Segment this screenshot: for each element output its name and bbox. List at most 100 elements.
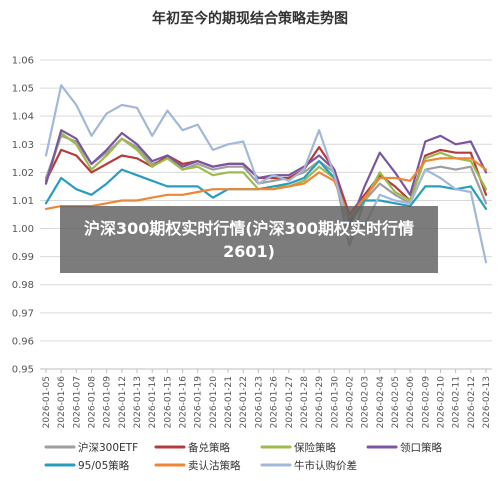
data-point — [394, 171, 396, 174]
x-tick-label: 2026-01-26 — [270, 376, 280, 429]
data-point — [211, 165, 214, 168]
x-tick-label: 2026-01-08 — [88, 376, 98, 429]
data-point — [60, 177, 63, 179]
data-point — [227, 163, 229, 165]
data-point — [136, 148, 138, 151]
data-point — [303, 179, 305, 182]
data-point — [75, 104, 78, 106]
data-point — [242, 188, 245, 191]
y-tick-label: 1.01 — [12, 196, 34, 207]
data-point — [136, 143, 138, 146]
data-point — [485, 193, 487, 196]
data-point — [60, 148, 63, 151]
chart-title: 年初至今的期现结合策略走势图 — [152, 10, 348, 27]
y-tick-label: 1.05 — [12, 84, 34, 95]
data-point — [166, 109, 169, 112]
data-point — [90, 171, 93, 174]
data-point — [454, 143, 457, 146]
x-tick-label: 2026-01-29 — [315, 376, 325, 429]
data-point — [75, 137, 78, 140]
legend-label: 领口策略 — [400, 441, 442, 454]
data-point — [272, 179, 275, 182]
data-point — [242, 165, 245, 168]
y-tick-label: 1.02 — [12, 168, 34, 179]
series-line — [44, 84, 488, 264]
data-point — [469, 151, 472, 154]
data-point — [257, 188, 260, 191]
y-tick-label: 1.03 — [12, 140, 34, 151]
data-point — [75, 143, 78, 146]
data-point — [454, 168, 457, 171]
data-point — [485, 202, 487, 205]
data-point — [318, 146, 321, 148]
data-point — [75, 154, 78, 157]
y-axis: 0.95 0.96 0.97 0.98 0.99 1.00 1.01 1.02 1.03 1.04… — [12, 56, 34, 376]
data-point — [181, 185, 184, 188]
x-tick-label: 2026-02-03 — [361, 376, 371, 428]
data-point — [394, 193, 396, 196]
data-point — [45, 202, 47, 205]
data-point — [90, 193, 93, 196]
data-point — [166, 157, 169, 160]
data-point — [287, 185, 290, 188]
x-tick-label: 2026-02-11 — [452, 376, 462, 428]
data-point — [424, 168, 427, 171]
series-line — [44, 157, 488, 219]
data-point — [90, 163, 93, 165]
data-point — [196, 123, 199, 126]
legend-label: 备兑策略 — [188, 441, 230, 454]
data-point — [439, 165, 442, 168]
data-point — [120, 154, 123, 157]
data-point — [424, 154, 427, 157]
y-tick-label: 0.99 — [12, 252, 34, 263]
data-point — [120, 168, 123, 171]
data-point — [151, 160, 154, 163]
y-tick-label: 1.00 — [12, 224, 34, 235]
data-point — [211, 188, 214, 191]
data-point — [105, 154, 108, 157]
data-point — [272, 188, 275, 191]
x-tick-label: 2026-01-22 — [239, 376, 249, 428]
data-point — [469, 157, 472, 160]
data-point — [439, 177, 442, 179]
data-point — [409, 179, 412, 182]
data-point — [409, 202, 412, 205]
data-point — [363, 185, 366, 188]
data-point — [136, 157, 138, 160]
data-point — [469, 140, 472, 143]
data-point — [257, 177, 260, 179]
x-tick-label: 2026-02-09 — [421, 376, 431, 429]
data-point — [75, 188, 78, 191]
data-point — [166, 185, 169, 188]
x-tick-label: 2026-02-06 — [406, 376, 416, 429]
data-point — [196, 163, 199, 165]
legend: 沪深300ETF 备兑策略 保险策略 领口策略 95/05策略 卖认沽策略 牛市认购价差 — [44, 441, 442, 472]
data-point — [136, 199, 138, 202]
data-point — [394, 202, 396, 205]
data-point — [439, 148, 442, 151]
data-point — [485, 261, 487, 264]
data-point — [485, 168, 487, 171]
data-point — [333, 174, 336, 177]
x-tick-label: 2026-01-05 — [42, 376, 52, 428]
data-point — [242, 163, 245, 165]
data-point — [120, 199, 123, 202]
data-point — [424, 140, 427, 143]
x-tick-label: 2026-02-02 — [345, 376, 355, 428]
data-point — [439, 157, 442, 160]
data-point — [485, 171, 487, 174]
data-point — [439, 151, 442, 154]
data-point — [272, 174, 275, 177]
data-point — [318, 160, 321, 163]
data-point — [287, 179, 290, 182]
x-tick-label: 2026-01-15 — [163, 376, 173, 428]
data-point — [242, 140, 245, 143]
data-point — [90, 168, 93, 171]
data-point — [318, 154, 321, 157]
x-tick-label: 2026-02-04 — [376, 376, 386, 429]
data-point — [454, 151, 457, 154]
x-tick-label: 2026-01-12 — [118, 376, 128, 428]
data-point — [120, 132, 123, 134]
y-tick-label: 0.98 — [12, 280, 34, 291]
data-point — [151, 196, 154, 199]
